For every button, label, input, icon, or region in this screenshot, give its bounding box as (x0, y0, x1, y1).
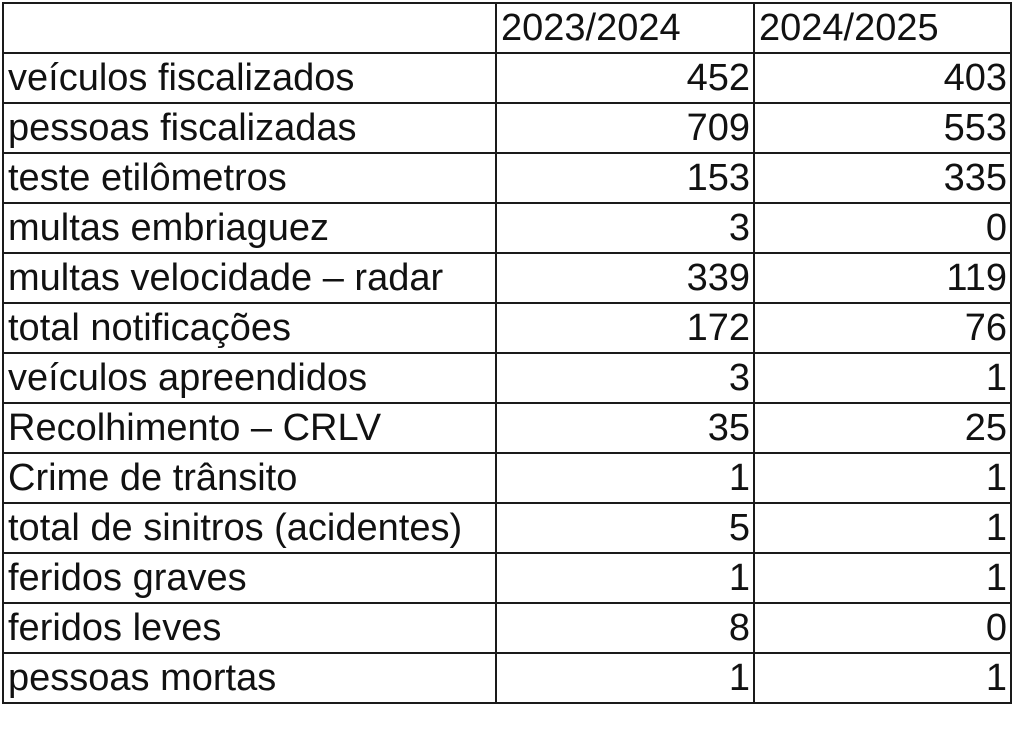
table-row: feridos leves 8 0 (2, 602, 1012, 654)
row-label: pessoas fiscalizadas (2, 102, 497, 154)
table-row: Recolhimento – CRLV 35 25 (2, 402, 1012, 454)
value-2024-2025: 403 (753, 52, 1012, 104)
value-2023-2024: 3 (495, 352, 755, 404)
value-2023-2024: 35 (495, 402, 755, 454)
table-row: pessoas fiscalizadas 709 553 (2, 102, 1012, 154)
table-row: multas embriaguez 3 0 (2, 202, 1012, 254)
row-label: feridos graves (2, 552, 497, 604)
row-label: teste etilômetros (2, 152, 497, 204)
data-table: 2023/2024 2024/2025 veículos fiscalizado… (2, 2, 1012, 704)
value-2024-2025: 1 (753, 452, 1012, 504)
table-row: veículos fiscalizados 452 403 (2, 52, 1012, 104)
value-2023-2024: 172 (495, 302, 755, 354)
table-row: teste etilômetros 153 335 (2, 152, 1012, 204)
header-cell-2023-2024: 2023/2024 (495, 2, 755, 54)
value-2024-2025: 335 (753, 152, 1012, 204)
value-2023-2024: 452 (495, 52, 755, 104)
header-row: 2023/2024 2024/2025 (2, 2, 1012, 54)
value-2024-2025: 25 (753, 402, 1012, 454)
value-2024-2025: 1 (753, 552, 1012, 604)
row-label: multas velocidade – radar (2, 252, 497, 304)
value-2024-2025: 0 (753, 202, 1012, 254)
row-label: total de sinitros (acidentes) (2, 502, 497, 554)
value-2024-2025: 1 (753, 652, 1012, 704)
row-label: Crime de trânsito (2, 452, 497, 504)
value-2023-2024: 3 (495, 202, 755, 254)
row-label: total notificações (2, 302, 497, 354)
table-row: multas velocidade – radar 339 119 (2, 252, 1012, 304)
table-row: pessoas mortas 1 1 (2, 652, 1012, 704)
value-2023-2024: 709 (495, 102, 755, 154)
row-label: veículos fiscalizados (2, 52, 497, 104)
row-label: veículos apreendidos (2, 352, 497, 404)
value-2023-2024: 1 (495, 652, 755, 704)
value-2023-2024: 1 (495, 552, 755, 604)
value-2024-2025: 1 (753, 352, 1012, 404)
value-2024-2025: 553 (753, 102, 1012, 154)
row-label: multas embriaguez (2, 202, 497, 254)
table-row: total de sinitros (acidentes) 5 1 (2, 502, 1012, 554)
row-label: feridos leves (2, 602, 497, 654)
value-2023-2024: 8 (495, 602, 755, 654)
table-row: veículos apreendidos 3 1 (2, 352, 1012, 404)
value-2024-2025: 0 (753, 602, 1012, 654)
value-2024-2025: 76 (753, 302, 1012, 354)
header-cell-2024-2025: 2024/2025 (753, 2, 1012, 54)
value-2023-2024: 339 (495, 252, 755, 304)
row-label: pessoas mortas (2, 652, 497, 704)
row-label: Recolhimento – CRLV (2, 402, 497, 454)
header-cell-empty (2, 2, 497, 54)
table-row: total notificações 172 76 (2, 302, 1012, 354)
value-2023-2024: 153 (495, 152, 755, 204)
value-2024-2025: 1 (753, 502, 1012, 554)
table-row: feridos graves 1 1 (2, 552, 1012, 604)
value-2024-2025: 119 (753, 252, 1012, 304)
table-row: Crime de trânsito 1 1 (2, 452, 1012, 504)
value-2023-2024: 5 (495, 502, 755, 554)
value-2023-2024: 1 (495, 452, 755, 504)
